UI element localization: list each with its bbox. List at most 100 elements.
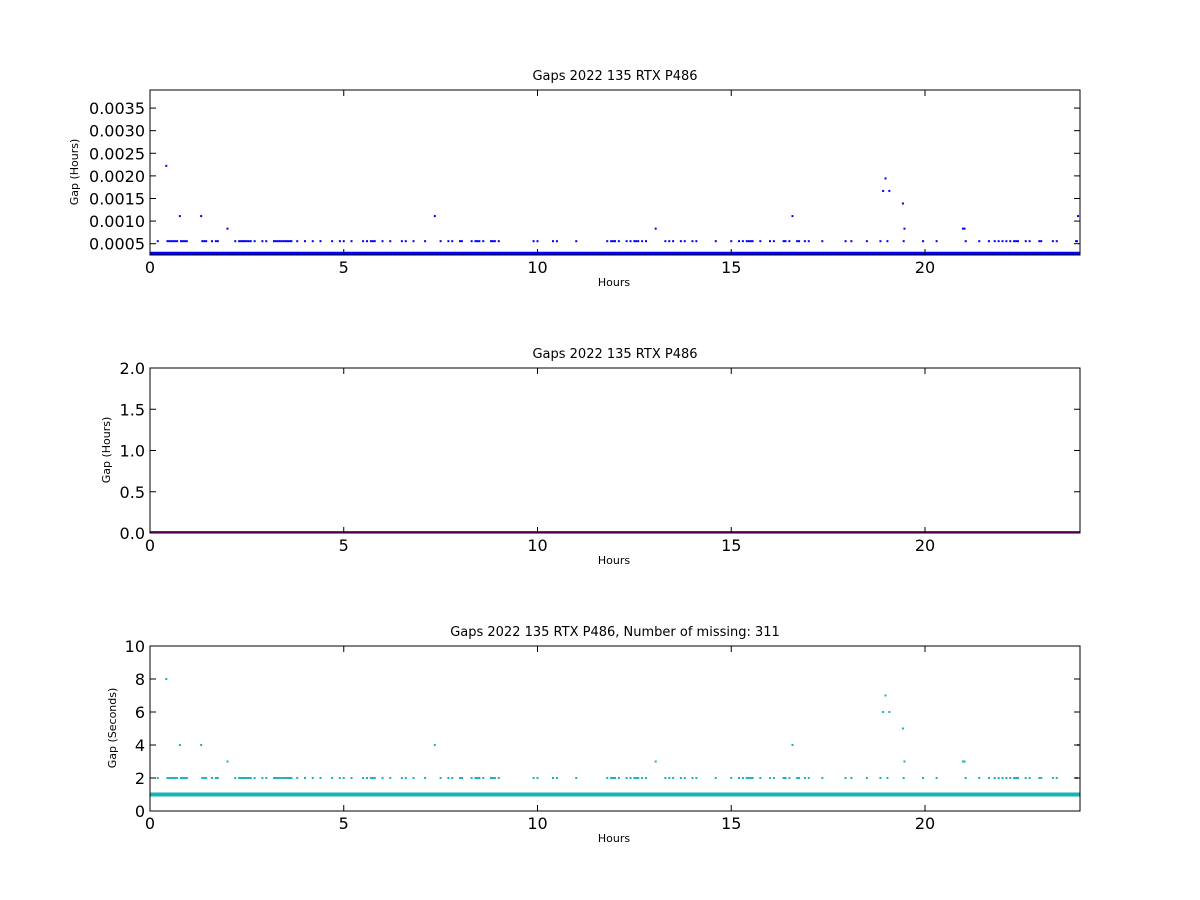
subplot-1-point [351, 240, 353, 242]
subplot-3-point [166, 777, 168, 779]
subplot-1-point [366, 240, 368, 242]
subplot-3-xtick-label: 20 [915, 814, 935, 833]
subplot-1-point [1040, 240, 1042, 242]
subplot-3-point [215, 777, 217, 779]
subplot-1-xtick-label: 5 [339, 258, 349, 277]
subplot-1-point [1015, 240, 1017, 242]
subplot-1-point [742, 240, 744, 242]
subplot-3-xtick-label: 10 [527, 814, 547, 833]
subplot-3-xtick-label: 0 [145, 814, 155, 833]
subplot-1-point [234, 240, 236, 242]
subplot-1-xtick-label: 15 [721, 258, 741, 277]
subplot-1-point [476, 240, 478, 242]
subplot-2-axes-frame [150, 368, 1080, 533]
subplot-3-point [785, 777, 787, 779]
subplot-3-point [471, 777, 473, 779]
subplot-1-point [215, 240, 217, 242]
subplot-2-ytick-label: 2.0 [120, 359, 145, 378]
subplot-3-point [655, 761, 657, 763]
subplot-3-point [668, 777, 670, 779]
subplot-1-point [1009, 240, 1011, 242]
subplot-1-point [879, 240, 881, 242]
subplot-3-point [798, 777, 800, 779]
subplot-3-point [1015, 777, 1017, 779]
subplot-3-point [304, 777, 306, 779]
subplot-3-point [850, 777, 852, 779]
subplot-3-point [614, 777, 616, 779]
subplot-3-point [752, 777, 754, 779]
subplot-1-point [434, 215, 436, 217]
subplot-1-point [922, 240, 924, 242]
subplot-3-point [845, 777, 847, 779]
subplot-1-point [635, 240, 637, 242]
subplot-1-point [788, 240, 790, 242]
subplot-3-point [370, 777, 372, 779]
subplot-3-point [738, 777, 740, 779]
subplot-1-point [1029, 240, 1031, 242]
subplot-1-point [988, 240, 990, 242]
subplot-3-point [641, 777, 643, 779]
subplot-1-point [201, 240, 203, 242]
subplot-1-point [296, 240, 298, 242]
subplot-1-point [533, 240, 535, 242]
subplot-3-point [362, 777, 364, 779]
subplot-1-point [217, 240, 219, 242]
subplot-3-point [205, 777, 207, 779]
subplot-3-point [964, 761, 966, 763]
subplot-3-point [808, 777, 810, 779]
subplot-3-ytick-label: 2 [135, 769, 145, 788]
subplot-3-point [490, 777, 492, 779]
subplot-1-point [655, 228, 657, 230]
subplot-1-xlabel: Hours [598, 276, 630, 289]
subplot-1-point [964, 228, 966, 230]
subplot-1-point [203, 240, 205, 242]
subplot-3-point [250, 777, 252, 779]
subplot-3-point [320, 777, 322, 779]
subplot-1-point [752, 240, 754, 242]
subplot-3-point [459, 777, 461, 779]
subplot-1-point [320, 240, 322, 242]
subplot-3-point [351, 777, 353, 779]
subplot-1-point [1005, 240, 1007, 242]
subplot-1-point [244, 240, 246, 242]
subplot-3-point [366, 777, 368, 779]
subplot-3-point [285, 777, 287, 779]
subplot-3-point [461, 777, 463, 779]
subplot-3-point [821, 777, 823, 779]
subplot-3-point [186, 777, 188, 779]
subplot-3-xtick-label: 5 [339, 814, 349, 833]
subplot-3-point [478, 777, 480, 779]
subplot-1-point [157, 240, 159, 242]
subplot-3-point [165, 678, 167, 680]
subplot-3-point [451, 777, 453, 779]
subplot-1-point [250, 240, 252, 242]
subplot-1-point [903, 240, 905, 242]
subplot-1-title: Gaps 2022 135 RTX P486 [532, 69, 697, 84]
subplot-1-point [478, 240, 480, 242]
subplot-1-point [227, 228, 229, 230]
subplot-1-xtick-label: 0 [145, 258, 155, 277]
subplot-3-point [261, 777, 263, 779]
subplot-3-point [424, 777, 426, 779]
subplot-3-point [248, 777, 250, 779]
subplot-2-xtick-label: 10 [527, 536, 547, 555]
subplot-3-point [888, 711, 890, 713]
subplot-1-point [254, 240, 256, 242]
subplot-1-point [494, 240, 496, 242]
subplot-1-point [633, 240, 635, 242]
subplot-3-point [447, 777, 449, 779]
subplot-3-point [179, 744, 181, 746]
subplot-1: Gaps 2022 135 RTX P486 Hours Gap (Hours)… [68, 69, 1080, 289]
subplot-1-point [746, 240, 748, 242]
subplot-1-point [695, 240, 697, 242]
subplot-1-point [242, 240, 244, 242]
subplot-1-ytick-label: 0.0015 [89, 189, 145, 208]
subplot-1-point [459, 240, 461, 242]
subplot-3-point [1017, 777, 1019, 779]
subplot-3-point [203, 777, 205, 779]
subplot-1-ytick-label: 0.0010 [89, 212, 145, 231]
subplot-1-point [170, 240, 172, 242]
subplot-3-point [730, 777, 732, 779]
subplot-1-point [176, 240, 178, 242]
subplot-2-xtick-label: 15 [721, 536, 741, 555]
